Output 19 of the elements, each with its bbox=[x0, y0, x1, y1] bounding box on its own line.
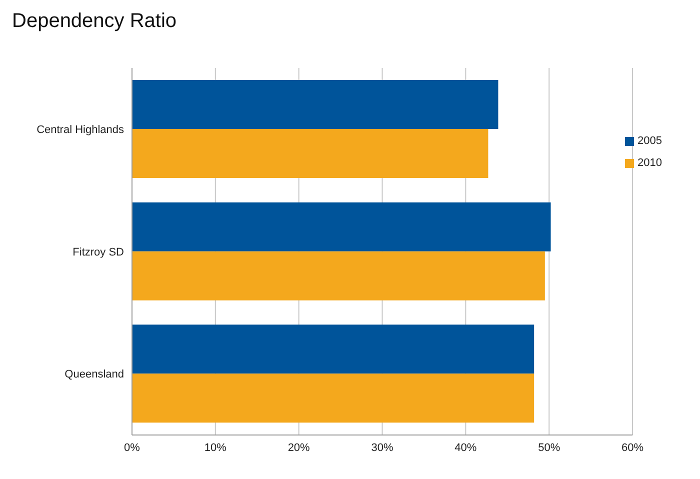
bar bbox=[132, 324, 534, 374]
y-tick-label: Fitzroy SD bbox=[72, 246, 124, 258]
y-tick-label: Queensland bbox=[64, 368, 124, 381]
bar bbox=[132, 202, 551, 252]
legend-label: 2005 bbox=[638, 135, 662, 147]
y-tick-label: Central Highlands bbox=[36, 124, 124, 136]
x-tick-label: 60% bbox=[622, 442, 644, 454]
x-tick-label: 40% bbox=[454, 442, 477, 454]
chart-title: Dependency Ratio bbox=[11, 9, 178, 34]
x-tick-label: 50% bbox=[538, 442, 560, 454]
x-tick-label: 10% bbox=[204, 442, 227, 454]
bar bbox=[132, 251, 545, 300]
x-tick-label: 30% bbox=[371, 442, 394, 454]
bar bbox=[132, 80, 498, 129]
x-tick-label: 0% bbox=[124, 442, 140, 454]
bar bbox=[132, 129, 488, 178]
x-tick-label: 20% bbox=[288, 442, 310, 454]
bar bbox=[132, 374, 534, 423]
legend-label: 2010 bbox=[638, 157, 662, 169]
